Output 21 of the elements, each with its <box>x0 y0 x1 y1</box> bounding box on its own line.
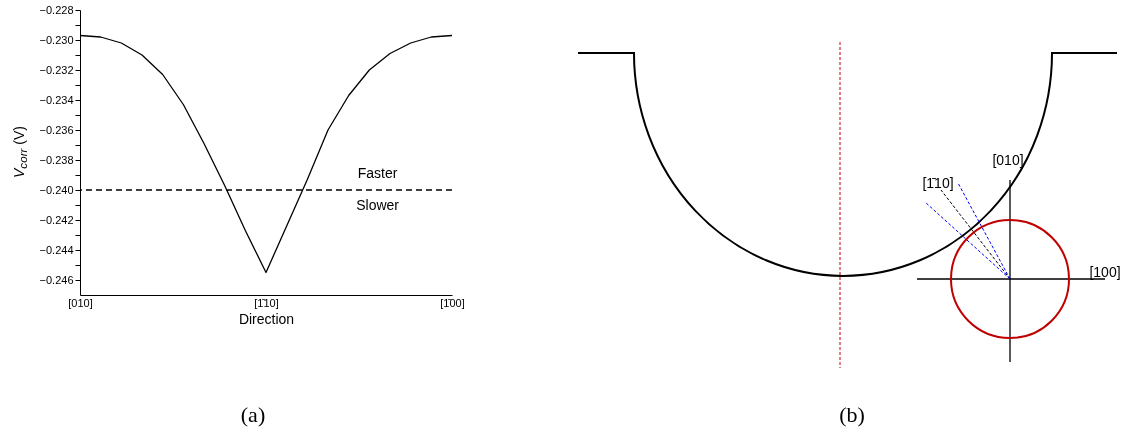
text: [100] <box>1089 264 1121 280</box>
text: [010] <box>992 152 1024 168</box>
x-tick-label: [1̄10] <box>254 296 279 309</box>
text: [1̄10] <box>922 175 954 191</box>
y-tick-label: −0.244 <box>39 243 74 256</box>
annotation: Faster <box>357 165 398 181</box>
y-tick-label: −0.228 <box>39 3 74 16</box>
y-tick-label: −0.240 <box>39 183 74 196</box>
y-tick-label: −0.242 <box>39 213 74 226</box>
y-tick-label: −0.232 <box>39 63 74 76</box>
x-tick-label: [010] <box>68 296 93 309</box>
y-tick-label: −0.230 <box>39 33 74 46</box>
y-tick-label: −0.234 <box>39 93 74 106</box>
x-tick-label: [1̄00] <box>440 296 465 309</box>
text: (a) <box>240 402 266 428</box>
y-tick-label: −0.238 <box>39 153 74 166</box>
y-tick-label: −0.236 <box>39 123 74 136</box>
text: (b) <box>839 402 865 428</box>
y-tick-label: −0.246 <box>39 273 74 286</box>
x-axis-title: Direction <box>238 310 295 327</box>
annotation: Slower <box>356 197 400 213</box>
